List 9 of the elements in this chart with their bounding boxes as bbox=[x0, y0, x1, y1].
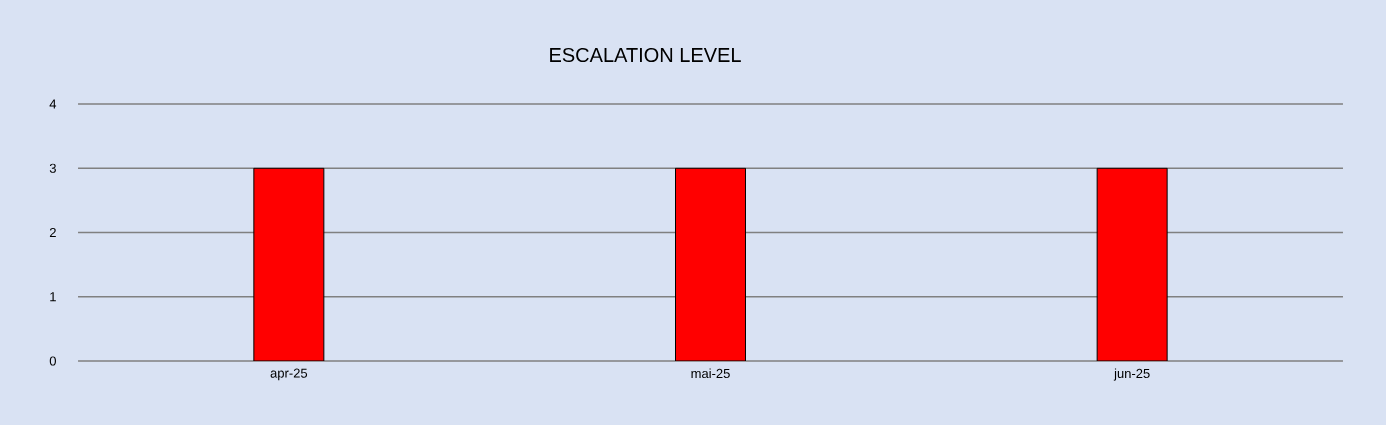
x-tick-label: mai-25 bbox=[691, 368, 730, 379]
y-tick-label: 2 bbox=[49, 227, 56, 238]
y-tick-label: 1 bbox=[50, 292, 56, 302]
x-tick-label: jun-25 bbox=[1113, 368, 1150, 381]
y-tick-label: 3 bbox=[49, 163, 56, 173]
y-tick-label: 0 bbox=[49, 356, 56, 366]
chart-title: ESCALATION LEVEL bbox=[550, 47, 741, 63]
y-tick-label: 4 bbox=[49, 99, 57, 109]
x-tick-label: apr-25 bbox=[270, 368, 308, 381]
